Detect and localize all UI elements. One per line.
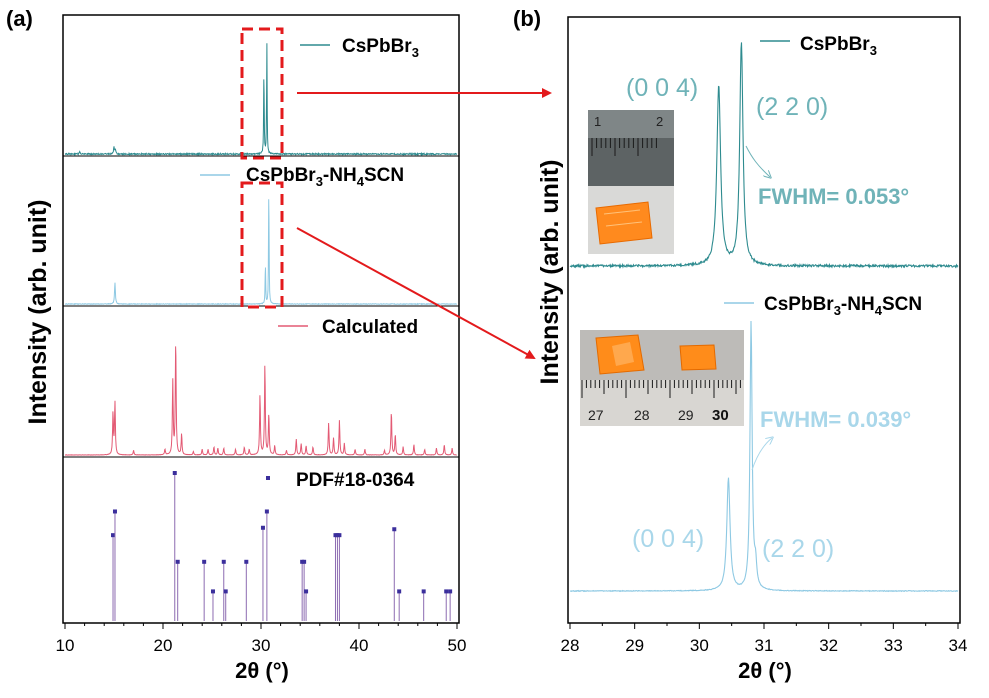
panel-a-label: (a) [6, 6, 33, 31]
panel-a-x-tick-label: 50 [448, 636, 467, 655]
ruler-top-upper [588, 110, 674, 138]
inset-photo-cspbbr3: 1 2 [586, 110, 674, 254]
pdf-stick-marker [172, 471, 177, 475]
annotation-fwhm-cspbbr3-nh4scn: FWHM= 0.039° [760, 407, 911, 432]
panel-b-x-tick-label: 33 [884, 636, 903, 655]
pdf-stick-marker [112, 509, 117, 514]
series-cspbbr3-a-line [64, 43, 458, 157]
ruler-bottom-label-29: 29 [678, 407, 694, 423]
panel-a-x-tick-label: 10 [56, 636, 75, 655]
fwhm-arrow-cspbbr3-nh4scn [751, 438, 772, 471]
pdf-stick-marker [210, 589, 215, 594]
pdf-stick-marker [337, 533, 342, 538]
crystal-small [679, 344, 717, 371]
pdf-stick-marker [202, 559, 207, 564]
crystal-cspbbr3 [595, 201, 653, 245]
highlight-box-cspbbr3 [240, 27, 284, 160]
annotation-220-cspbbr3: (2 2 0) [756, 93, 828, 121]
pdf-stick-marker [223, 589, 228, 594]
pdf-stick-marker [421, 589, 426, 594]
ruler-bottom-label-30: 30 [712, 407, 729, 424]
pdf-stick-marker [397, 589, 402, 594]
pdf-stick-marker [392, 527, 397, 532]
series-calculated-line [65, 346, 457, 456]
legend-cspbbr3-nh4scn-a: CsPbBr3-NH4SCN [200, 165, 404, 189]
legend-text-cspbbr3-nh4scn-b: CsPbBr3-NH4SCN [764, 294, 922, 318]
series-cspbbr3-nh4scn-b-line [569, 320, 959, 593]
panel-a-plot-area [64, 43, 458, 621]
pdf-stick-marker [444, 589, 449, 594]
panel-b-x-tick-label: 32 [819, 636, 838, 655]
pdf-stick-marker [302, 559, 307, 564]
panel-b-y-axis-title: Intensity (arb. unit) [536, 160, 564, 385]
panel-b-x-axis-title: 2θ (°) [738, 658, 792, 683]
legend-text-cspbbr3-b: CsPbBr3 [800, 34, 877, 58]
ruler-top-ticks [591, 138, 657, 156]
ruler-top-label-1: 1 [594, 114, 601, 129]
annotation-004-cspbbr3: (0 0 4) [626, 74, 698, 102]
panel-a-y-axis-title: Intensity (arb. unit) [24, 200, 52, 425]
panel-b-x-tick-label: 34 [949, 636, 968, 655]
legend-text-pdf: PDF#18-0364 [296, 470, 415, 491]
panel-b-x-tick-label: 29 [625, 636, 644, 655]
pdf-stick-marker [304, 589, 309, 594]
panel-a-x-axis: 10 20 30 40 50 [56, 623, 467, 655]
ruler-bottom-label-27: 27 [588, 407, 604, 423]
annotation-004-cspbbr3-nh4scn: (0 0 4) [632, 525, 704, 553]
panel-b: (b) 28 29 30 31 32 33 34 2θ (°) Intensity (arb… [513, 6, 967, 683]
highlight-box-cspbbr3-nh4scn [240, 181, 284, 309]
legend-text-cspbbr3-a: CsPbBr3 [342, 36, 419, 60]
ruler-bottom [580, 380, 744, 426]
pdf-stick-marker [448, 589, 453, 594]
panel-a-x-tick-label: 20 [154, 636, 173, 655]
panel-a-x-axis-title: 2θ (°) [235, 658, 289, 683]
series-cspbbr3-b-line [569, 42, 959, 269]
panel-b-label: (b) [513, 6, 541, 31]
crystal-cspbbr3-sheen [603, 209, 643, 227]
pdf-stick-marker [264, 509, 269, 514]
panel-b-x-axis: 28 29 30 31 32 33 34 [561, 623, 968, 655]
panel-b-x-tick-label: 30 [690, 636, 709, 655]
panel-a-x-tick-label: 30 [252, 636, 271, 655]
ruler-bottom-ticks [581, 380, 741, 398]
legend-cspbbr3-nh4scn-b: CsPbBr3-NH4SCN [724, 294, 922, 318]
ruler-top-label-2: 2 [656, 114, 663, 129]
legend-swatch-pdf [266, 476, 270, 480]
panel-a: (a) 10 20 30 40 50 2θ (°) Intensity (arb. un… [6, 6, 466, 683]
crystal-large-sheen [612, 342, 634, 366]
pdf-stick-marker [175, 559, 180, 564]
inset-photo-cspbbr3-nh4scn: 27 28 29 30 [580, 330, 744, 426]
series-cspbbr3-nh4scn-a-line [64, 199, 458, 306]
panel-b-plot-area [569, 42, 959, 593]
pdf-stick-marker [260, 525, 265, 530]
ruler-bottom-label-28: 28 [634, 407, 650, 423]
legend-text-calculated: Calculated [322, 317, 418, 338]
zoom-arrow-bottom [296, 227, 536, 359]
panel-b-x-tick-label: 31 [755, 636, 774, 655]
panel-a-x-tick-label: 40 [350, 636, 369, 655]
annotation-220-cspbbr3-nh4scn: (2 2 0) [762, 535, 834, 563]
legend-pdf: PDF#18-0364 [266, 470, 415, 491]
legend-cspbbr3-b: CsPbBr3 [760, 34, 877, 58]
legend-text-cspbbr3-nh4scn-a: CsPbBr3-NH4SCN [246, 165, 404, 189]
legend-cspbbr3-a: CsPbBr3 [300, 36, 419, 60]
panel-b-x-tick-label: 28 [561, 636, 580, 655]
legend-calculated: Calculated [278, 317, 418, 338]
annotation-fwhm-cspbbr3: FWHM= 0.053° [758, 184, 909, 209]
pdf-stick-marker [111, 533, 116, 538]
fwhm-arrow-cspbbr3 [745, 145, 770, 177]
pdf-stick-marker [244, 559, 249, 564]
pdf-stick-marker [221, 559, 226, 564]
